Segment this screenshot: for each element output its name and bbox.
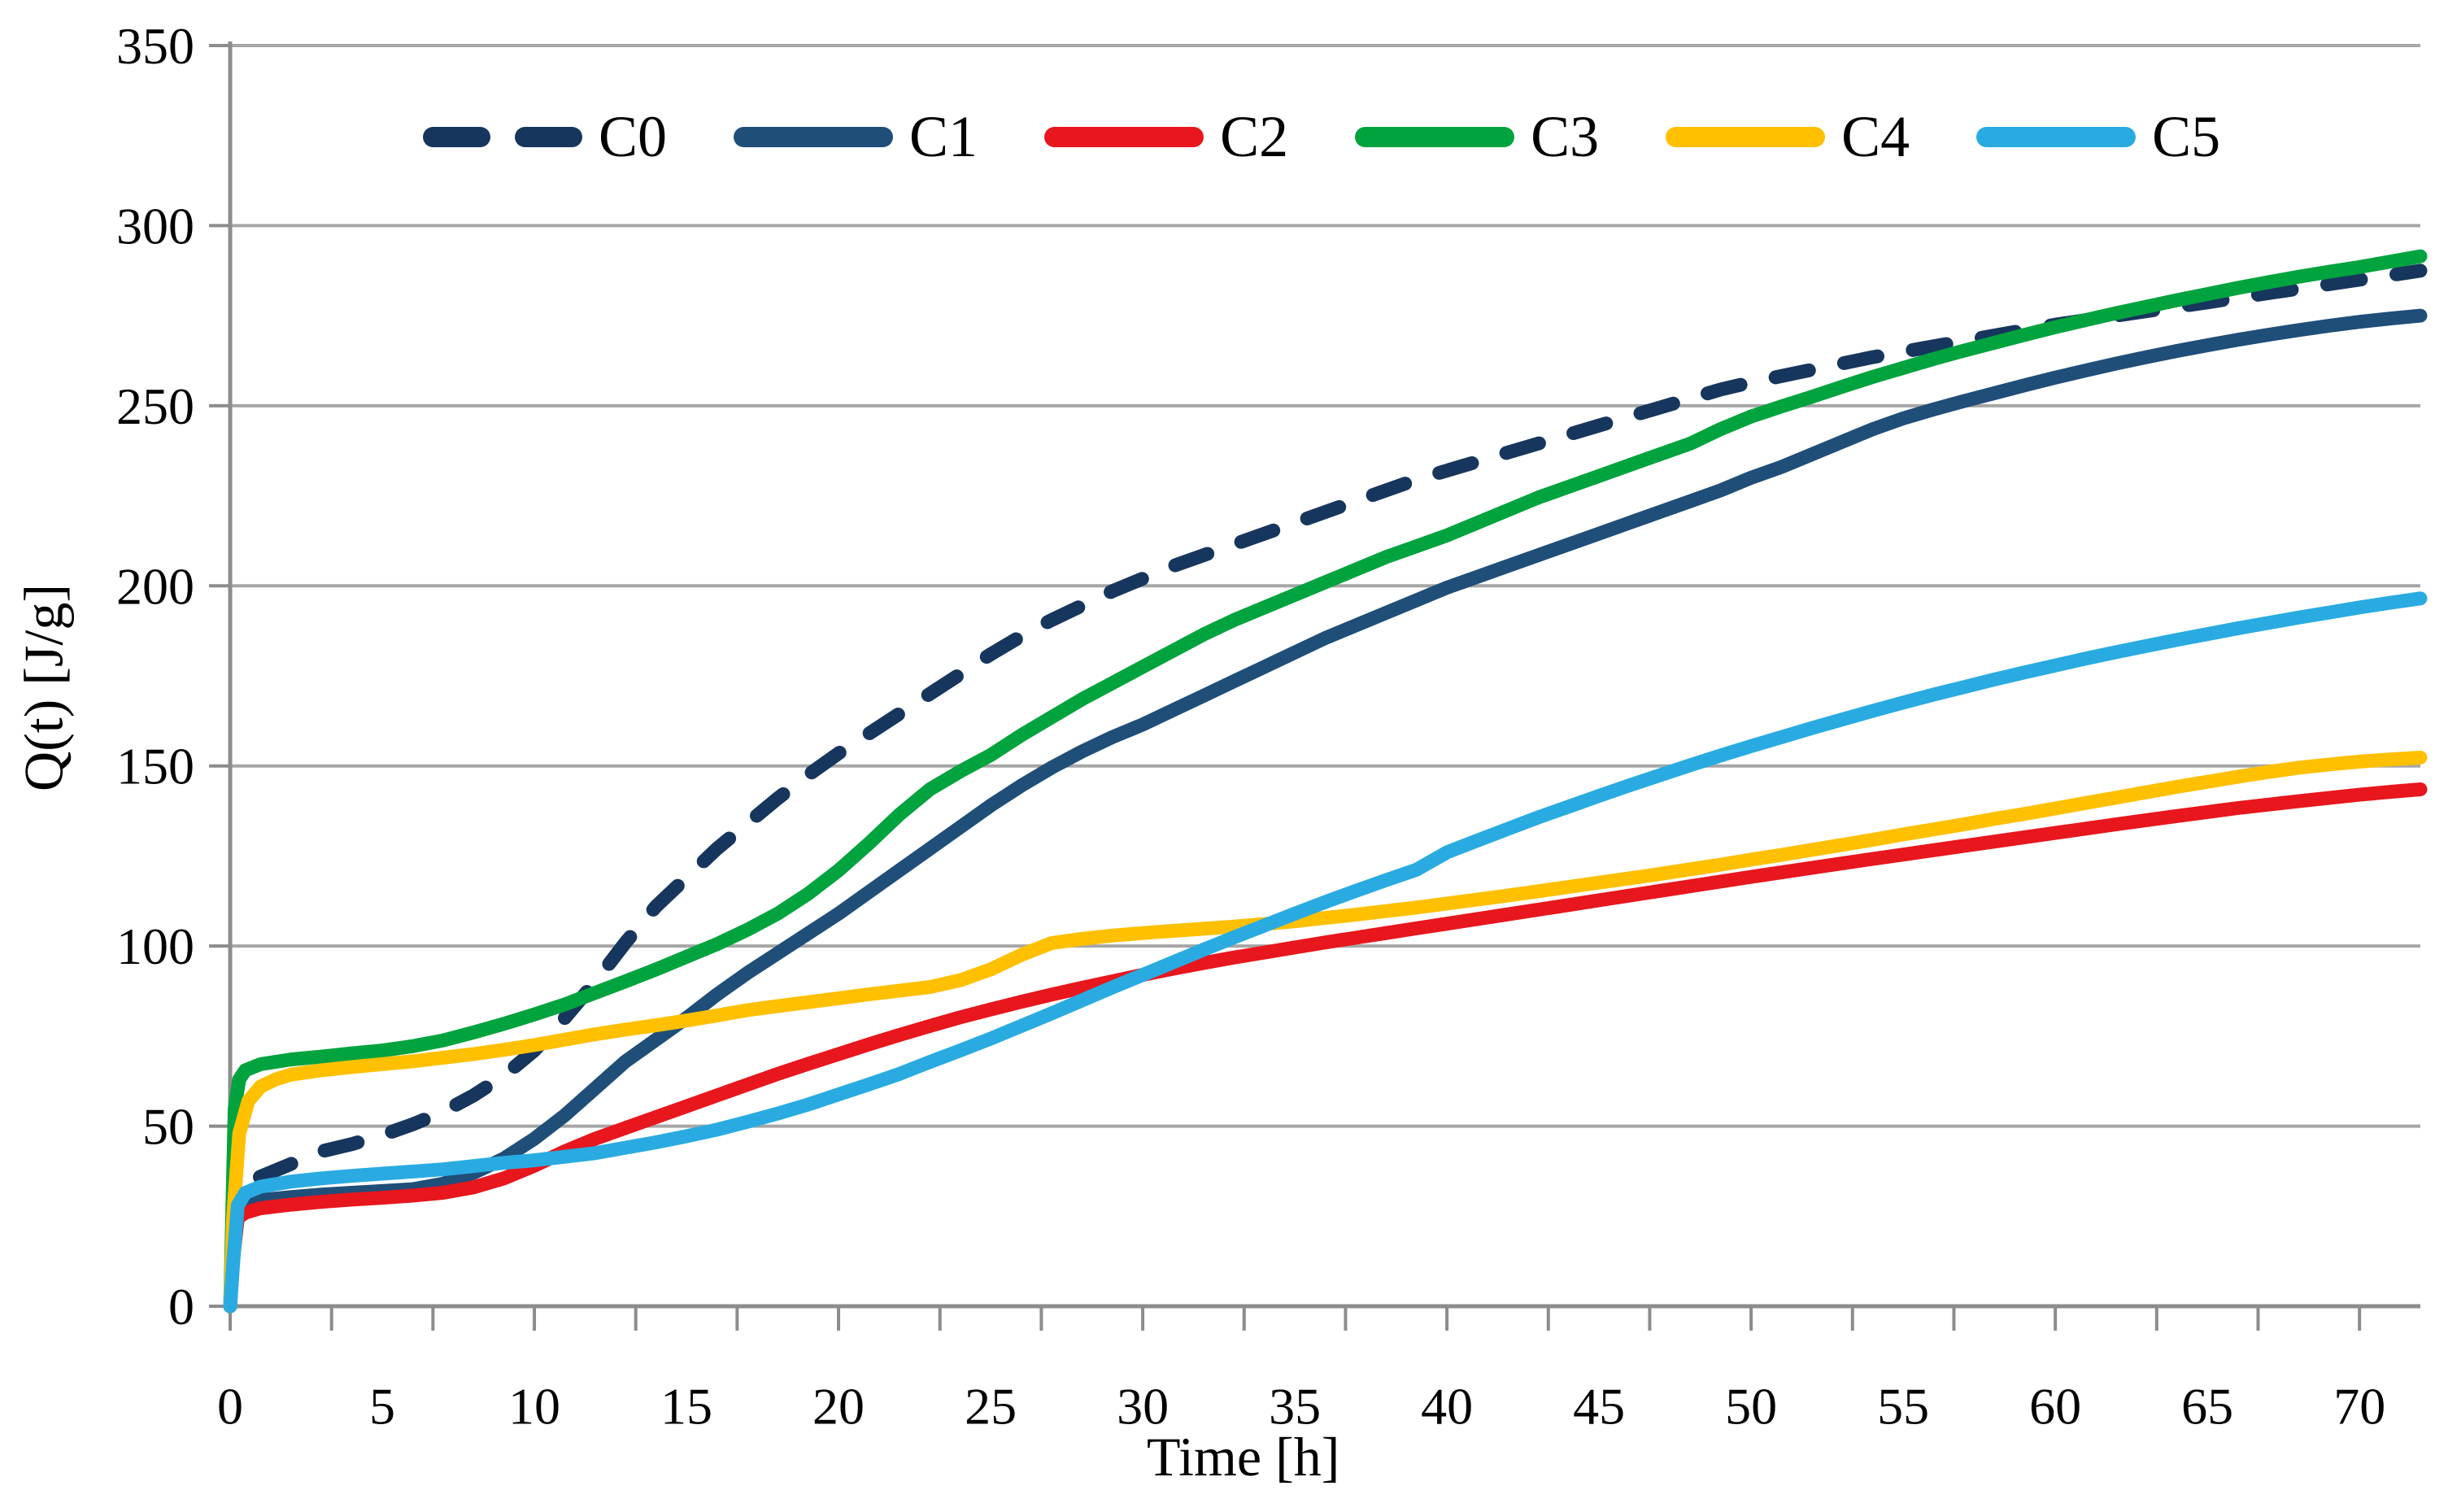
series-lines bbox=[223, 249, 2428, 1314]
x-tick-label-10: 10 bbox=[508, 1378, 560, 1436]
legend-solid-line-sample bbox=[1355, 126, 1515, 147]
x-tick-label-60: 60 bbox=[2029, 1378, 2081, 1436]
x-tick-label-45: 45 bbox=[1573, 1378, 1625, 1436]
legend-line-segment bbox=[1666, 126, 1826, 147]
x-tick-label-65: 65 bbox=[2181, 1378, 2233, 1436]
legend-line-segment bbox=[1355, 126, 1515, 147]
legend-item-c4: C4 bbox=[1666, 107, 1910, 166]
x-tick-label-20: 20 bbox=[812, 1378, 865, 1436]
legend-solid-line-sample bbox=[1044, 126, 1204, 147]
y-tick-label-350: 350 bbox=[116, 17, 194, 75]
x-tick-label-70: 70 bbox=[2333, 1378, 2385, 1436]
legend-line-segment bbox=[1044, 126, 1204, 147]
legend-item-c2: C2 bbox=[1044, 107, 1288, 166]
x-tick-label-25: 25 bbox=[965, 1378, 1017, 1436]
legend-label: C5 bbox=[2152, 104, 2221, 169]
y-tick-label-250: 250 bbox=[116, 377, 194, 435]
tick-labels: 0 50 100 150 200 250 300 350 0 5 10 15 20 25 30 35 40 45 5… bbox=[116, 17, 2385, 1436]
x-tick-label-0: 0 bbox=[217, 1378, 243, 1436]
y-tick-label-150: 150 bbox=[116, 738, 194, 795]
legend-line-segment bbox=[1976, 126, 2137, 147]
gridlines bbox=[230, 44, 2420, 1128]
y-tick-label-200: 200 bbox=[116, 557, 194, 615]
x-tick-label-50: 50 bbox=[1725, 1378, 1777, 1436]
legend-label: C4 bbox=[1841, 104, 1910, 169]
curve-c0 bbox=[223, 264, 2428, 1314]
x-tick-label-30: 30 bbox=[1117, 1378, 1169, 1436]
x-tick-label-35: 35 bbox=[1269, 1378, 1321, 1436]
y-tick-label-100: 100 bbox=[116, 917, 194, 975]
curve-c5 bbox=[223, 591, 2428, 1314]
legend-solid-line-sample bbox=[1976, 126, 2137, 147]
legend-label: C0 bbox=[599, 104, 668, 169]
y-tick-label-50: 50 bbox=[142, 1098, 194, 1156]
legend-solid-line-sample bbox=[1666, 126, 1826, 147]
legend-item-c1: C1 bbox=[734, 107, 978, 166]
legend-label: C1 bbox=[909, 104, 978, 169]
x-tick-label-5: 5 bbox=[369, 1378, 395, 1436]
x-tick-label-40: 40 bbox=[1421, 1378, 1473, 1436]
y-tick-label-300: 300 bbox=[116, 197, 194, 255]
x-tick-label-55: 55 bbox=[1877, 1378, 1929, 1436]
chart-legend: C0 C1 C2 C3 C4 C5 bbox=[423, 99, 2220, 174]
curve-c1 bbox=[223, 308, 2428, 1314]
legend-item-c3: C3 bbox=[1355, 107, 1599, 166]
curve-c2 bbox=[223, 782, 2428, 1314]
x-axis-title: Time [h] bbox=[1147, 1426, 1340, 1488]
curve-c3 bbox=[223, 249, 2428, 1314]
legend-item-c5: C5 bbox=[1976, 107, 2220, 166]
y-tick-label-0: 0 bbox=[168, 1278, 194, 1336]
curve-c4 bbox=[223, 751, 2428, 1314]
legend-item-c0: C0 bbox=[423, 107, 667, 166]
legend-line-segment bbox=[734, 126, 894, 147]
legend-dash-segment bbox=[423, 126, 490, 147]
legend-dash-segment bbox=[515, 126, 582, 147]
y-axis-title: Q(t) [J/g] bbox=[12, 584, 75, 791]
x-tick-label-15: 15 bbox=[660, 1378, 712, 1436]
legend-label: C3 bbox=[1531, 104, 1600, 169]
legend-dashed-line-sample bbox=[423, 126, 582, 147]
legend-solid-line-sample bbox=[734, 126, 894, 147]
legend-label: C2 bbox=[1220, 104, 1289, 169]
